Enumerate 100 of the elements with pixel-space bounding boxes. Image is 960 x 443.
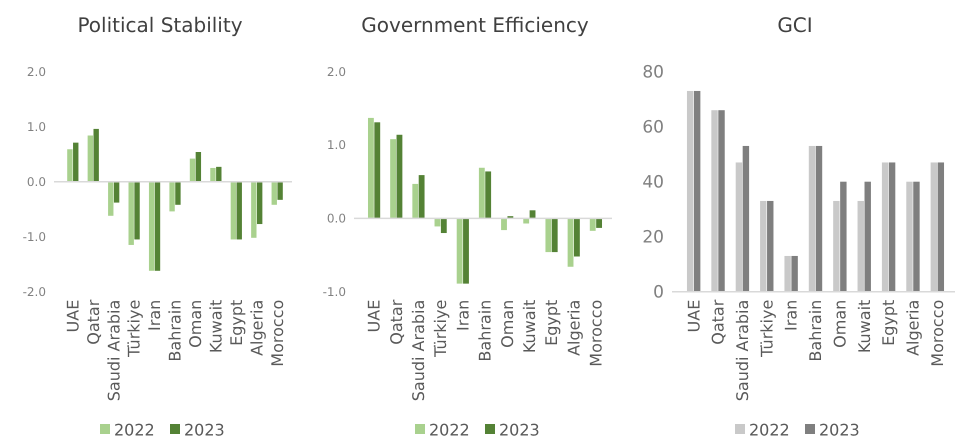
bar: [251, 182, 257, 238]
bar: [930, 162, 938, 292]
x-tick-label: Algeria: [904, 300, 923, 356]
bar: [574, 218, 580, 256]
bar: [440, 218, 447, 234]
x-tick-label: Oman: [830, 300, 850, 348]
y-tick-label: -1.0: [22, 230, 46, 244]
bar: [736, 162, 742, 292]
bar: [686, 90, 694, 292]
bar: [808, 146, 816, 292]
x-tick-label: Bahrain: [806, 300, 826, 362]
legend-label: 2023: [499, 420, 540, 440]
bar: [277, 182, 283, 200]
x-tick-label: Saudi Arabia: [409, 300, 428, 402]
bar: [196, 152, 202, 182]
bar: [272, 182, 277, 205]
x-tick-label: Morocco: [586, 300, 606, 367]
x-tick-label: Türkiye: [124, 300, 144, 358]
bar: [88, 136, 94, 182]
legend-label: 2022: [429, 420, 470, 440]
x-tick-label: Egypt: [542, 300, 562, 346]
bar: [256, 182, 262, 224]
bar: [148, 182, 154, 271]
bar: [456, 218, 463, 284]
bar: [552, 218, 558, 252]
bar: [501, 218, 507, 230]
x-tick-label: Qatar: [386, 299, 406, 345]
x-tick-label: Türkiye: [431, 300, 450, 358]
bar: [128, 182, 134, 245]
legend-label: 2022: [749, 420, 790, 440]
x-tick-label: Kuwait: [206, 300, 226, 354]
bar: [93, 128, 99, 182]
bar: [742, 146, 750, 292]
x-tick-label: Kuwait: [520, 300, 539, 354]
chart-title: GCI: [777, 13, 813, 37]
x-tick-label: Qatar: [84, 299, 103, 345]
x-tick-label: Bahrain: [166, 300, 185, 362]
bar: [882, 162, 888, 292]
x-tick-label: Saudi Arabia: [104, 300, 124, 402]
x-tick-label: Iran: [453, 300, 472, 331]
bar: [840, 182, 847, 292]
x-tick-label: Iran: [782, 300, 801, 331]
bar: [108, 182, 114, 216]
bar: [791, 256, 798, 292]
chart-title: Government Efficiency: [361, 13, 589, 37]
x-tick-label: Bahrain: [476, 300, 495, 362]
y-tick-label: -1.0: [322, 284, 346, 299]
x-tick-label: Türkiye: [757, 300, 776, 358]
bar: [368, 118, 374, 218]
bar: [906, 182, 913, 292]
bar: [418, 175, 425, 218]
x-tick-label: Algeria: [247, 300, 266, 356]
bar: [767, 200, 774, 292]
x-tick-label: Saudi Arabia: [733, 300, 752, 402]
legend-label: 2023: [819, 420, 860, 440]
y-tick-label: 1.0: [26, 120, 46, 134]
bar: [711, 110, 718, 292]
y-tick-label: 0.0: [326, 212, 346, 226]
x-tick-label: UAE: [63, 300, 82, 332]
bar: [434, 218, 440, 226]
bar: [888, 162, 896, 292]
bar: [67, 149, 73, 182]
bar: [568, 218, 574, 267]
x-tick-label: UAE: [364, 300, 384, 332]
x-tick-label: Kuwait: [854, 300, 874, 354]
x-tick-label: Qatar: [708, 299, 728, 345]
x-tick-label: Egypt: [879, 300, 898, 346]
legend-label: 2022: [114, 420, 155, 440]
x-tick-label: Oman: [186, 300, 206, 348]
bar: [412, 184, 418, 218]
y-tick-label: 0.0: [26, 174, 46, 189]
x-tick-label: Morocco: [268, 300, 287, 367]
y-tick-label: 1.0: [326, 138, 346, 152]
x-tick-label: Egypt: [226, 300, 246, 346]
bar: [114, 182, 120, 203]
x-tick-label: Oman: [498, 300, 517, 348]
y-tick-label: 80: [642, 62, 664, 83]
bar: [190, 158, 196, 182]
x-tick-label: Morocco: [928, 300, 947, 367]
bar: [545, 218, 552, 252]
bar: [169, 182, 175, 212]
bar: [390, 139, 396, 218]
bar: [913, 182, 920, 292]
bar: [230, 182, 236, 240]
y-tick-label: 40: [642, 172, 664, 193]
bar: [816, 146, 822, 292]
bar: [374, 122, 380, 218]
bar: [864, 182, 871, 292]
y-tick-label: 0: [653, 282, 664, 303]
bar: [833, 200, 840, 292]
y-tick-label: 20: [642, 228, 664, 248]
y-tick-label: 60: [642, 118, 664, 138]
x-tick-label: Iran: [145, 300, 164, 331]
bar: [396, 134, 402, 218]
bar: [236, 182, 242, 240]
y-tick-label: 2.0: [26, 64, 46, 79]
bar: [784, 256, 791, 292]
y-tick-label: 2.0: [326, 64, 346, 79]
bar: [694, 90, 700, 292]
x-tick-label: UAE: [684, 300, 704, 332]
